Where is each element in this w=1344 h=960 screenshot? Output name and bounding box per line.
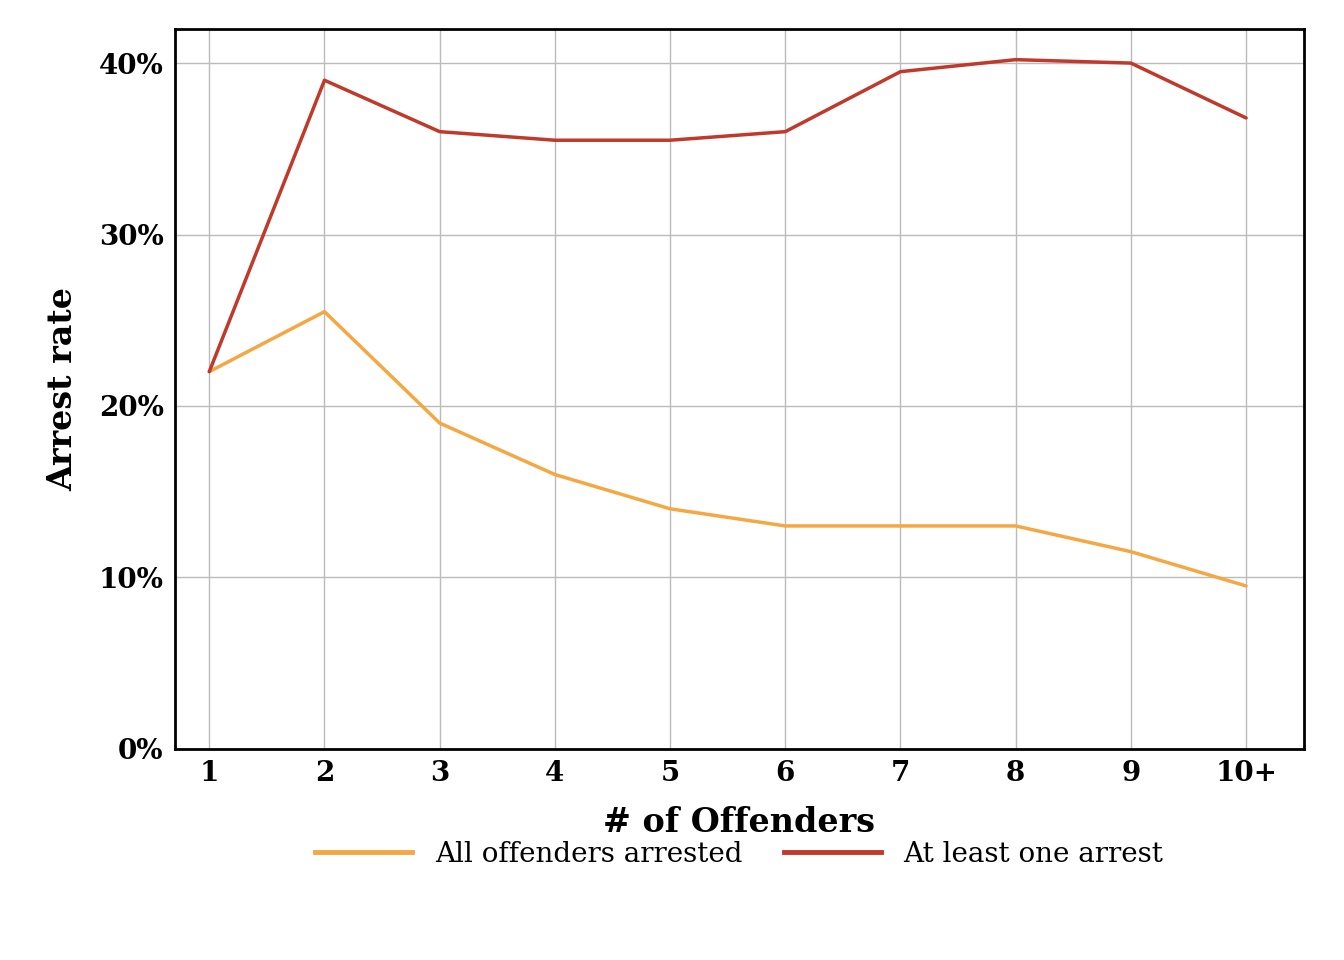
Y-axis label: Arrest rate: Arrest rate	[46, 287, 79, 491]
X-axis label: # of Offenders: # of Offenders	[603, 806, 875, 839]
Legend: All offenders arrested, At least one arrest: All offenders arrested, At least one arr…	[304, 829, 1175, 879]
